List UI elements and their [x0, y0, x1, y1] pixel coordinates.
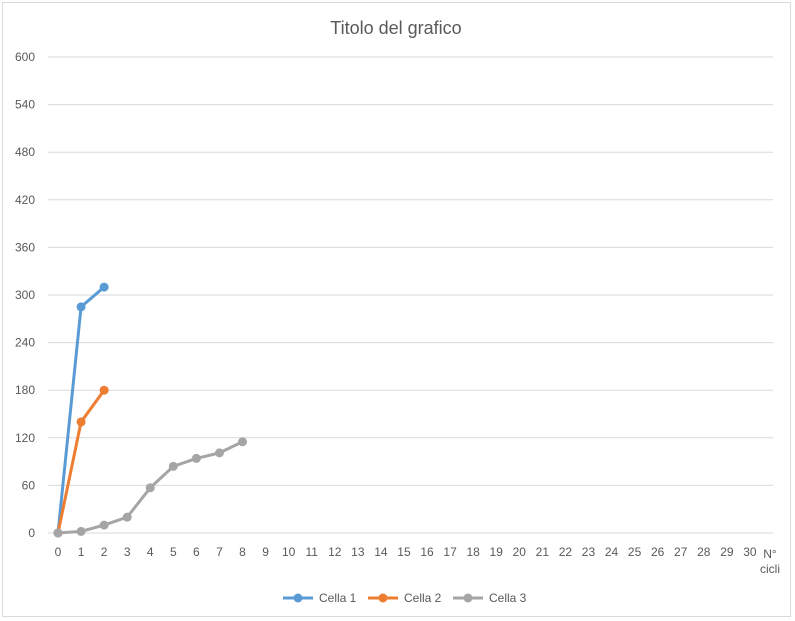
x-tick-label: 13: [351, 545, 365, 559]
data-point: [76, 302, 86, 312]
series-1: [53, 282, 109, 538]
x-tick-label: 2: [101, 545, 108, 559]
x-tick-label: 25: [628, 545, 642, 559]
data-point: [99, 520, 109, 530]
x-tick-label: 11: [305, 545, 318, 559]
data-point: [99, 385, 109, 395]
x-tick-label: 4: [147, 545, 154, 559]
y-tick-label: 600: [15, 50, 35, 64]
y-tick-label: 60: [22, 478, 36, 492]
series-3: [53, 437, 248, 538]
x-tick-label: 9: [262, 545, 269, 559]
y-tick-label: 300: [15, 288, 35, 302]
data-point: [191, 453, 201, 463]
data-point: [76, 526, 86, 536]
data-point: [53, 528, 63, 538]
legend-item: Cella 3: [453, 591, 527, 605]
x-tick-label: 15: [397, 545, 411, 559]
data-point: [122, 512, 132, 522]
x-tick-label: 22: [559, 545, 573, 559]
x-tick-label: 12: [328, 545, 342, 559]
x-tick-label: 20: [513, 545, 527, 559]
x-tick-label: 19: [490, 545, 504, 559]
x-tick-label: 3: [124, 545, 131, 559]
legend-swatch-marker: [293, 593, 303, 603]
legend-swatch-marker: [378, 593, 388, 603]
x-tick-label: 27: [674, 545, 688, 559]
data-point: [238, 437, 248, 447]
x-tick-label: 30: [743, 545, 757, 559]
y-axis-tick-labels: 0 60 120 180 240 300 360 420 480 540 600: [15, 50, 35, 540]
x-tick-label: 28: [697, 545, 711, 559]
x-axis-label-line2: cicli: [760, 562, 780, 576]
x-tick-label: 8: [239, 545, 246, 559]
x-tick-label: 6: [193, 545, 200, 559]
legend-item: Cella 1: [283, 591, 357, 605]
data-point: [168, 461, 178, 471]
x-tick-label: 18: [466, 545, 480, 559]
gridlines: [48, 56, 773, 534]
line-chart: Titolo del grafico 060120180240300360420…: [15, 18, 780, 605]
x-tick-label: 5: [170, 545, 177, 559]
y-tick-label: 240: [15, 336, 35, 350]
series-layer: [53, 282, 248, 538]
data-point: [214, 448, 224, 458]
legend: Cella 1 Cella 2 Cella 3: [283, 591, 527, 605]
x-tick-label: 16: [420, 545, 434, 559]
x-axis-label-line1: N°: [763, 547, 777, 561]
x-tick-label: 14: [374, 545, 388, 559]
legend-label: Cella 2: [404, 591, 442, 605]
legend-item: Cella 2: [368, 591, 442, 605]
x-tick-label: 17: [443, 545, 457, 559]
y-tick-label: 120: [15, 431, 35, 445]
y-tick-label: 480: [15, 145, 35, 159]
data-point: [145, 483, 155, 493]
x-tick-label: 0: [55, 545, 62, 559]
x-tick-label: 1: [78, 545, 85, 559]
data-point: [76, 417, 86, 427]
data-point: [99, 282, 109, 292]
x-tick-label: 29: [720, 545, 734, 559]
legend-label: Cella 1: [319, 591, 357, 605]
legend-label: Cella 3: [489, 591, 527, 605]
x-tick-label: 23: [582, 545, 596, 559]
x-tick-label: 21: [536, 545, 550, 559]
y-tick-label: 420: [15, 193, 35, 207]
chart-title: Titolo del grafico: [330, 18, 461, 38]
y-tick-label: 180: [15, 383, 35, 397]
x-tick-label: 26: [651, 545, 665, 559]
y-tick-label: 0: [28, 526, 35, 540]
y-tick-label: 540: [15, 98, 35, 112]
y-tick-label: 360: [15, 240, 35, 254]
series-2: [53, 385, 109, 538]
x-tick-label: 10: [282, 545, 296, 559]
x-axis-tick-labels: 0 1 2 3 4 5 6 7 8 9 10 11 12 13 14 15 16 17 18 19 20 21 22 23 24…: [55, 545, 757, 559]
legend-swatch-marker: [463, 593, 473, 603]
x-tick-label: 24: [605, 545, 619, 559]
x-tick-label: 7: [216, 545, 223, 559]
